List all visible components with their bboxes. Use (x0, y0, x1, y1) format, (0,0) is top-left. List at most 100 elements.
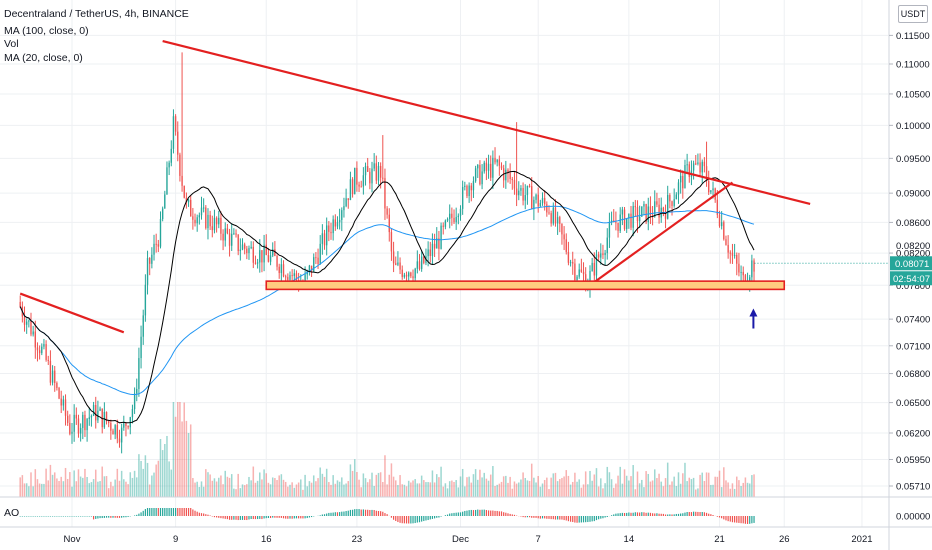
ao-bar (434, 516, 436, 519)
candle (213, 209, 216, 234)
volume-bar (412, 480, 414, 497)
volume-legend[interactable]: Vol (4, 38, 19, 50)
candle-body (159, 218, 162, 247)
candle-body (386, 208, 388, 215)
ao-bar (237, 516, 239, 521)
symbol-title[interactable]: Decentraland / TetherUS, 4h, BINANCE (4, 8, 189, 20)
candle (401, 265, 403, 280)
volume-bar (485, 478, 488, 497)
volume-bar (556, 481, 559, 497)
ao-legend[interactable]: AO (4, 507, 20, 519)
ao-bar (390, 516, 393, 518)
candle-body (567, 251, 570, 263)
price-tick-label: 0.06800 (896, 369, 930, 380)
volume-bar (312, 475, 315, 497)
candle (638, 205, 641, 228)
candle (315, 252, 317, 265)
candle-body (64, 399, 67, 416)
candle-body (593, 262, 596, 276)
volume-bar (75, 481, 78, 497)
volume-bar (388, 474, 391, 497)
candle (718, 210, 721, 228)
candle (705, 141, 708, 187)
volume-bar (543, 480, 546, 497)
candle-body (354, 167, 356, 195)
ma100-legend[interactable]: MA (100, close, 0) (4, 25, 89, 37)
candle-body (686, 164, 688, 166)
candle-body (144, 284, 147, 316)
candle (228, 228, 231, 257)
candle-body (321, 233, 324, 244)
volume-bar (56, 478, 58, 497)
candle-body (528, 185, 531, 187)
ao-bar (656, 513, 658, 516)
candle-body (151, 254, 153, 264)
ao-bar (552, 516, 554, 520)
volume-bar (571, 481, 574, 497)
candle (321, 224, 324, 255)
candle-body (520, 188, 522, 191)
candle-body (86, 418, 88, 431)
ao-bar (196, 511, 198, 516)
candle (438, 230, 440, 261)
candle (267, 247, 270, 263)
ao-bar (680, 513, 682, 516)
candle (580, 258, 583, 273)
volume-bar (62, 481, 65, 497)
candle-body (718, 214, 721, 227)
price-tick-label: 0.11000 (896, 60, 930, 71)
candle-body (578, 269, 580, 277)
candle-body (416, 261, 419, 269)
ao-bar (397, 516, 399, 523)
candle-body (474, 168, 477, 182)
volume-bar (410, 482, 412, 497)
ao-bar (587, 516, 589, 523)
candle (628, 213, 630, 229)
volume-bar (317, 478, 319, 497)
ao-bar (30, 516, 32, 517)
volume-bar (496, 484, 498, 497)
volume-bar (733, 488, 736, 497)
candle (75, 407, 78, 425)
ma100-line (19, 205, 755, 395)
candle-body (675, 194, 678, 200)
volume-bar (565, 470, 568, 497)
volume-bar (578, 479, 580, 497)
candle-body (82, 414, 84, 428)
volume-bar (740, 486, 742, 497)
ao-bar (416, 516, 418, 523)
candle-body (32, 331, 34, 335)
ao-bar (662, 513, 664, 516)
volume-bar (369, 479, 371, 497)
volume-bar (183, 402, 185, 497)
ao-bar (703, 512, 705, 516)
volume-bar (638, 483, 641, 497)
candle (466, 184, 468, 199)
ao-bar (298, 516, 300, 519)
ao-bar (701, 512, 703, 516)
descending-resistance-line (162, 39, 811, 206)
ao-bar (377, 511, 380, 516)
candle (246, 245, 248, 260)
volume-bars (19, 402, 755, 497)
volume-bar (584, 471, 587, 497)
volume-bar (215, 481, 218, 497)
currency-button[interactable]: USDT (898, 5, 928, 23)
ao-bar (628, 512, 630, 516)
ma20-legend[interactable]: MA (20, close, 0) (4, 52, 83, 64)
ao-bar (71, 516, 73, 517)
ao-bar (110, 516, 112, 518)
candle (364, 162, 367, 186)
volume-bar (351, 470, 354, 497)
volume-bar (323, 476, 326, 497)
candle-body (671, 201, 673, 206)
ao-bar (101, 516, 103, 519)
candle (172, 109, 175, 154)
volume-bar (73, 470, 75, 497)
volume-bar (612, 487, 615, 497)
ao-bar (574, 516, 576, 523)
volume-bar (64, 467, 67, 497)
ao-bar (362, 509, 364, 516)
ao-bar (274, 516, 276, 518)
